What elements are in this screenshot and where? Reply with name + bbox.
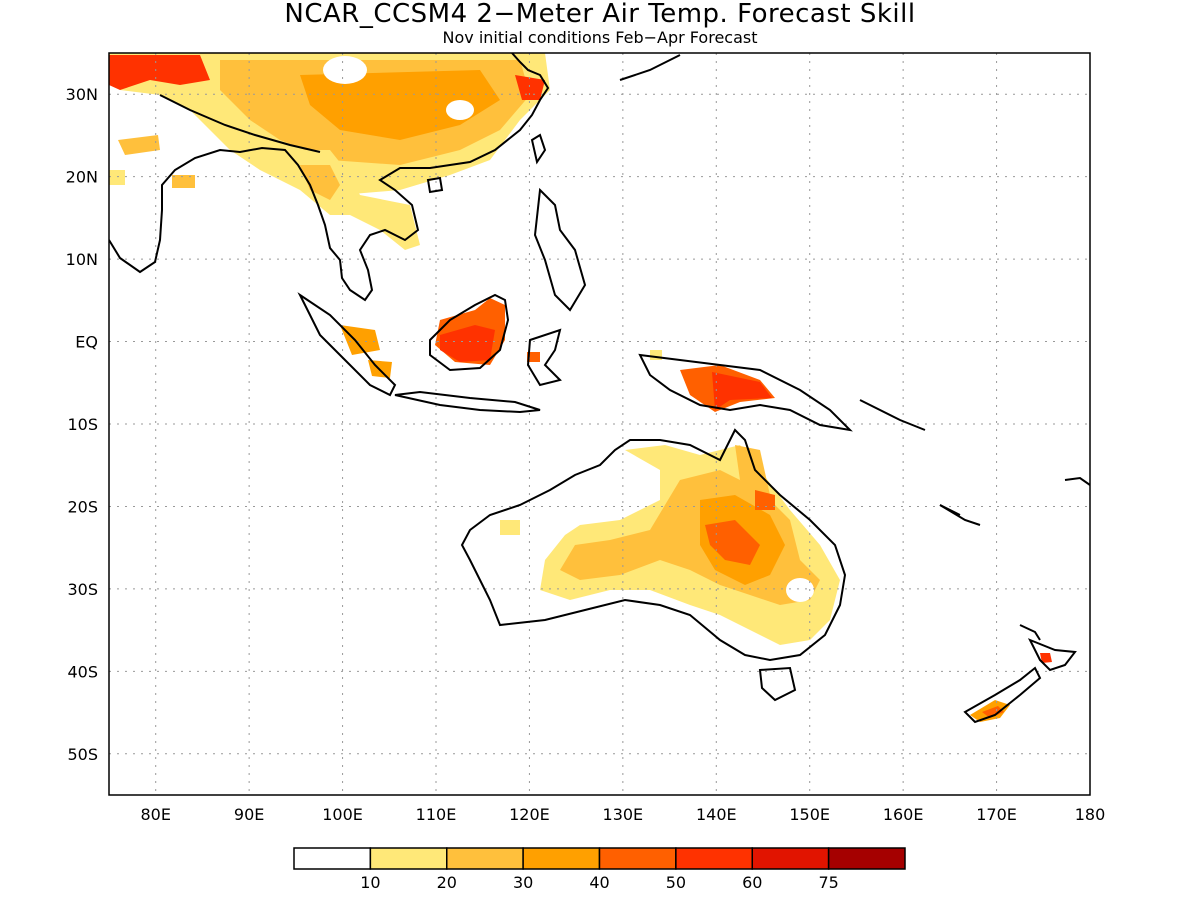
- lat-tick-label: 20S: [67, 497, 98, 516]
- lat-tick-label: 30S: [67, 580, 98, 599]
- coast-nz-north: [1027, 638, 1077, 672]
- lon-tick-label: 100E: [322, 805, 363, 824]
- colorbar-label: 75: [818, 873, 838, 892]
- region-nz-south-hot: [982, 706, 1004, 718]
- latitude-tick-labels: 30N 20N 10N EQ 10S 20S 30S 40S 50S: [66, 85, 98, 764]
- coast-newguinea: [638, 353, 853, 432]
- region-indochina-mid: [300, 165, 340, 200]
- coast-philippines: [533, 187, 587, 312]
- coast-taiwan: [530, 133, 547, 165]
- region-borneo-red: [440, 325, 495, 362]
- colorbar: 10 20 30 40 50 60 75: [293, 847, 906, 892]
- coast-sulawesi: [526, 328, 562, 387]
- chart-title: NCAR_CCSM4 2−Meter Air Temp. Forecast Sk…: [284, 0, 916, 29]
- lon-tick-label: 160E: [883, 805, 924, 824]
- coast-japan: [619, 54, 681, 81]
- lat-tick-label: 40S: [67, 662, 98, 681]
- coast-tasmania: [758, 666, 797, 702]
- colorbar-swatch: [446, 847, 524, 870]
- region-east-china-red: [515, 75, 545, 100]
- colorbar-swatch: [522, 847, 601, 870]
- colorbar-label: 10: [360, 873, 380, 892]
- lat-tick-label: 30N: [66, 85, 98, 104]
- lat-tick-label: 10N: [66, 250, 98, 269]
- region-sulawesi: [527, 352, 540, 362]
- lat-tick-label: 10S: [67, 415, 98, 434]
- region-nz-north: [1040, 653, 1052, 663]
- region-china-hole: [446, 100, 474, 120]
- coast-nz-south: [963, 666, 1042, 724]
- gridlines: [109, 53, 1090, 795]
- colorbar-swatch: [675, 847, 753, 870]
- region-india-small: [172, 175, 195, 188]
- coast-solomons: [859, 399, 926, 431]
- lon-tick-label: 120E: [509, 805, 550, 824]
- colorbar-swatch: [751, 847, 830, 870]
- region-australia-e: [755, 490, 775, 510]
- lat-tick-label: EQ: [75, 333, 98, 352]
- coast-sumatra: [297, 292, 397, 397]
- colorbar-swatch: [827, 847, 906, 870]
- region-australia-hole: [786, 578, 814, 602]
- coast-hainan: [426, 176, 444, 194]
- skill-shading: [109, 53, 1052, 722]
- lon-tick-label: 150E: [789, 805, 830, 824]
- colorbar-label: 20: [437, 873, 457, 892]
- region-china-hole: [323, 56, 367, 84]
- region-newguinea-red: [712, 372, 772, 410]
- region-australia-ne: [735, 445, 770, 500]
- coast-java: [394, 390, 541, 414]
- region-nw-red: [109, 55, 210, 90]
- coast-asia: [109, 53, 550, 302]
- lon-tick-label: 180: [1075, 805, 1106, 824]
- lat-tick-label: 20N: [66, 168, 98, 187]
- coast-borneo: [429, 293, 510, 372]
- colorbar-label: 30: [513, 873, 533, 892]
- colorbar-label: 40: [589, 873, 609, 892]
- lat-tick-label: 50S: [67, 745, 98, 764]
- lon-tick-label: 80E: [140, 805, 170, 824]
- coast-new-caledonia: [939, 504, 961, 516]
- lon-tick-label: 110E: [416, 805, 457, 824]
- region-sumatra: [340, 325, 380, 355]
- colorbar-swatch: [369, 847, 448, 870]
- coastlines: [109, 53, 1090, 724]
- lon-tick-label: 130E: [603, 805, 644, 824]
- lon-tick-label: 90E: [234, 805, 264, 824]
- region-india-small2: [109, 170, 125, 185]
- coast-australia: [460, 428, 847, 662]
- region-india: [118, 135, 160, 155]
- longitude-tick-labels: 80E 90E 100E 110E 120E 130E 140E 150E 160E 170E 18…: [140, 805, 1105, 824]
- colorbar-swatch: [598, 847, 677, 870]
- colorbar-label: 50: [666, 873, 686, 892]
- map-frame: [108, 52, 1091, 796]
- region-australia-hot: [705, 520, 760, 565]
- coast-nz-north-tip: [1019, 624, 1041, 641]
- coast-fiji: [1064, 476, 1090, 486]
- region-australia-w: [500, 520, 520, 535]
- chart-subtitle: Nov initial conditions Feb−Apr Forecast: [442, 28, 758, 47]
- lon-tick-label: 140E: [696, 805, 737, 824]
- coast-himalaya: [159, 94, 321, 153]
- lon-tick-label: 170E: [976, 805, 1017, 824]
- region-china-warm: [300, 70, 500, 140]
- colorbar-swatch: [293, 847, 372, 870]
- colorbar-label: 60: [742, 873, 762, 892]
